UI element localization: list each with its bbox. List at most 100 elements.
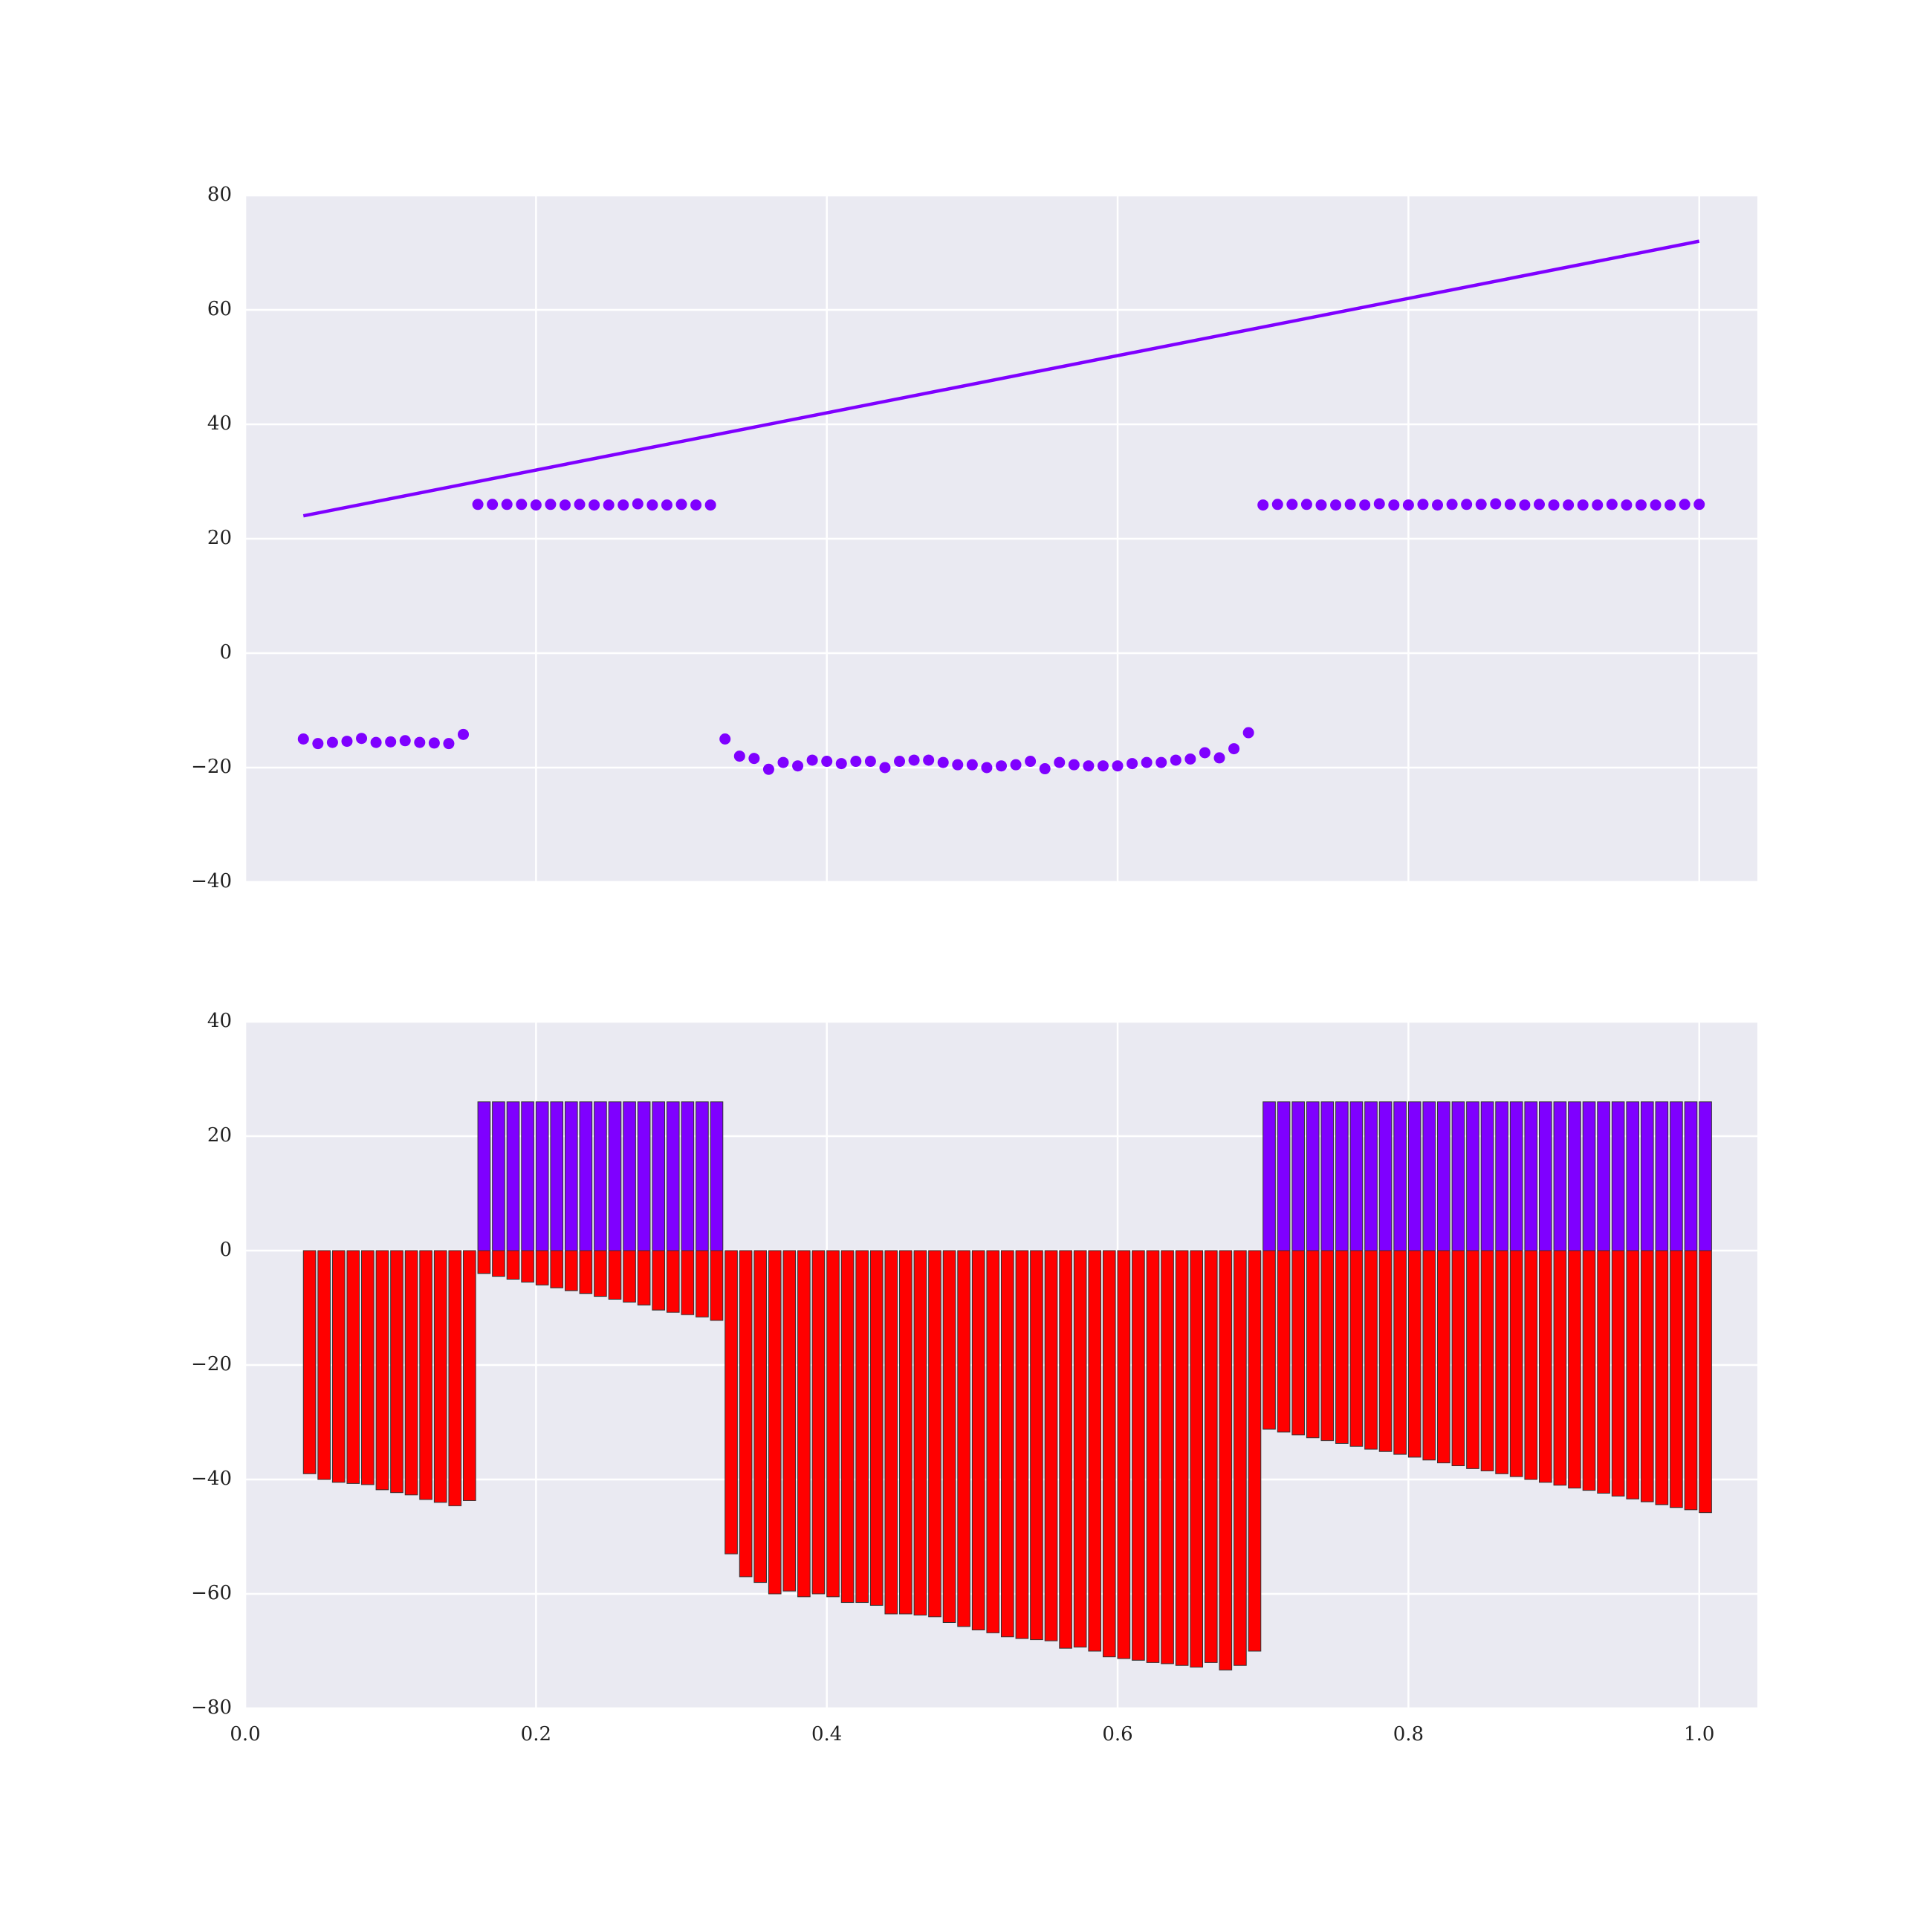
bar — [899, 1250, 912, 1615]
bar — [1001, 1250, 1014, 1638]
scatter-point — [864, 756, 876, 768]
bar — [608, 1101, 622, 1251]
bar — [1277, 1250, 1291, 1433]
x-tick-label: 0.8 — [1393, 1723, 1424, 1745]
scatter-point — [1635, 499, 1647, 511]
scatter-point — [1650, 499, 1662, 511]
bar — [1582, 1101, 1596, 1251]
scatter-point — [414, 736, 426, 748]
scatter-point — [1664, 499, 1676, 511]
bar — [1393, 1250, 1407, 1455]
bar — [390, 1250, 403, 1494]
bar — [1480, 1250, 1494, 1471]
scatter-point — [1330, 499, 1342, 511]
bar — [1626, 1250, 1640, 1500]
x-tick-label: 0.4 — [811, 1723, 842, 1745]
bar — [1378, 1101, 1393, 1251]
bar — [1234, 1250, 1247, 1666]
y-tick-label: −20 — [191, 1353, 232, 1375]
x-tick-label: 0.2 — [521, 1723, 551, 1745]
y-tick-label: −80 — [191, 1696, 232, 1719]
scatter-point — [1402, 499, 1414, 511]
bar — [404, 1250, 418, 1496]
bar — [942, 1250, 956, 1623]
bar — [928, 1250, 941, 1618]
bar — [521, 1250, 534, 1283]
bar — [1349, 1250, 1364, 1447]
scatter-point — [516, 499, 528, 510]
scatter-point — [1548, 499, 1560, 511]
bar — [971, 1250, 985, 1631]
bar — [739, 1250, 753, 1578]
scatter-point — [981, 762, 993, 774]
scatter-point — [1533, 499, 1545, 510]
scatter-point — [458, 728, 470, 740]
scatter-point — [589, 499, 600, 511]
scatter-point — [1010, 759, 1022, 771]
y-tick-label: −20 — [191, 756, 232, 778]
bar — [1611, 1101, 1625, 1251]
scatter-point — [1141, 756, 1153, 768]
bar — [1451, 1250, 1465, 1467]
bar — [1306, 1101, 1320, 1251]
bar — [463, 1250, 476, 1501]
bar — [1044, 1250, 1058, 1641]
scatter-point — [952, 759, 964, 771]
bar — [1117, 1250, 1131, 1659]
scatter-point — [646, 499, 658, 511]
x-tick-label: 0.0 — [230, 1723, 260, 1745]
bar — [826, 1250, 840, 1598]
scatter-point — [530, 499, 542, 511]
bar — [608, 1250, 622, 1300]
scatter-point — [1068, 759, 1080, 771]
bar — [419, 1250, 432, 1500]
scatter-point — [1490, 498, 1502, 510]
scatter-point — [1577, 499, 1589, 511]
bar — [1059, 1250, 1072, 1649]
bar — [1611, 1250, 1625, 1497]
scatter-point — [545, 499, 557, 510]
scatter-point — [1519, 499, 1531, 511]
y-tick-label: 40 — [207, 412, 232, 435]
y-tick-label: 20 — [207, 527, 232, 549]
scatter-point — [472, 499, 484, 510]
scatter-point — [399, 735, 411, 747]
bar — [1553, 1101, 1567, 1251]
bar — [346, 1250, 360, 1484]
bar — [652, 1250, 666, 1311]
bar — [1655, 1101, 1669, 1251]
scatter-point — [1679, 499, 1690, 510]
bar — [1102, 1250, 1116, 1658]
scatter-point — [777, 756, 789, 768]
bar — [1277, 1101, 1291, 1251]
bar — [1466, 1250, 1479, 1469]
bar — [1699, 1101, 1712, 1251]
bar — [1640, 1250, 1654, 1503]
bar — [506, 1250, 520, 1280]
bar — [1088, 1250, 1102, 1652]
scatter-point — [1461, 499, 1473, 510]
scatter-point — [1621, 499, 1633, 511]
bar — [550, 1250, 564, 1288]
bar — [666, 1250, 680, 1313]
scatter-point — [603, 499, 615, 511]
scatter-point — [1359, 499, 1371, 511]
bar — [535, 1250, 549, 1286]
scatter-point — [370, 736, 382, 748]
bar — [564, 1101, 578, 1251]
scatter-point — [312, 738, 324, 750]
bar — [1262, 1101, 1276, 1251]
bar — [1568, 1250, 1581, 1489]
bar — [521, 1101, 534, 1251]
scatter-point — [923, 754, 935, 766]
scatter-point — [574, 499, 586, 510]
bar — [637, 1101, 651, 1251]
scatter-point — [617, 499, 629, 511]
scatter-point — [762, 763, 774, 775]
scatter-point — [1446, 499, 1458, 510]
scatter-point — [501, 499, 513, 510]
bar — [1262, 1250, 1276, 1430]
bar — [1030, 1250, 1043, 1641]
bar — [623, 1250, 636, 1303]
bar — [782, 1250, 797, 1592]
